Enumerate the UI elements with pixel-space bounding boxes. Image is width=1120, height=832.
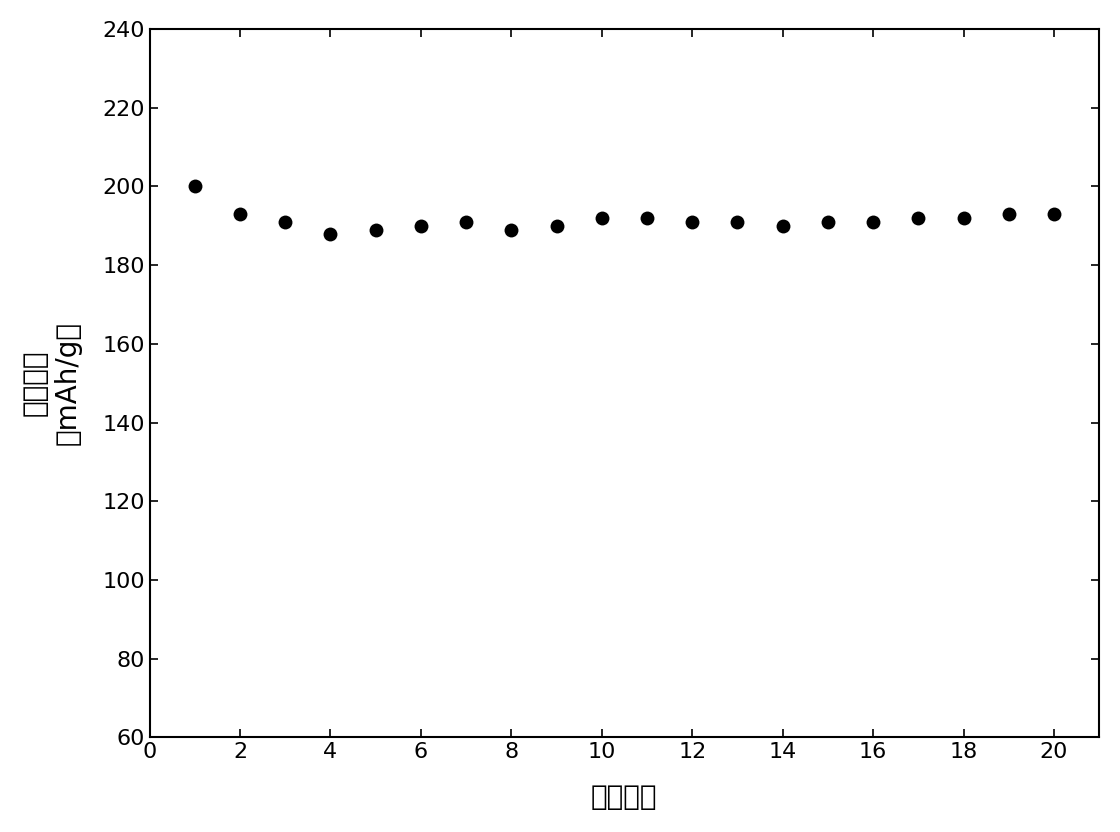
Point — [774, 219, 792, 232]
Point — [412, 219, 430, 232]
Y-axis label: 放电容量
（mAh/g）: 放电容量 （mAh/g） — [21, 321, 82, 445]
Point — [683, 215, 701, 229]
Point — [592, 211, 610, 225]
Point — [819, 215, 837, 229]
X-axis label: 循环次数: 循环次数 — [591, 783, 657, 811]
Point — [457, 215, 475, 229]
Point — [1000, 207, 1018, 220]
Point — [277, 215, 295, 229]
Point — [548, 219, 566, 232]
Point — [728, 215, 746, 229]
Point — [909, 211, 927, 225]
Point — [231, 207, 249, 220]
Point — [503, 223, 521, 236]
Point — [321, 227, 339, 240]
Point — [186, 180, 204, 193]
Point — [638, 211, 656, 225]
Point — [1045, 207, 1063, 220]
Point — [954, 211, 972, 225]
Point — [865, 215, 883, 229]
Point — [366, 223, 384, 236]
